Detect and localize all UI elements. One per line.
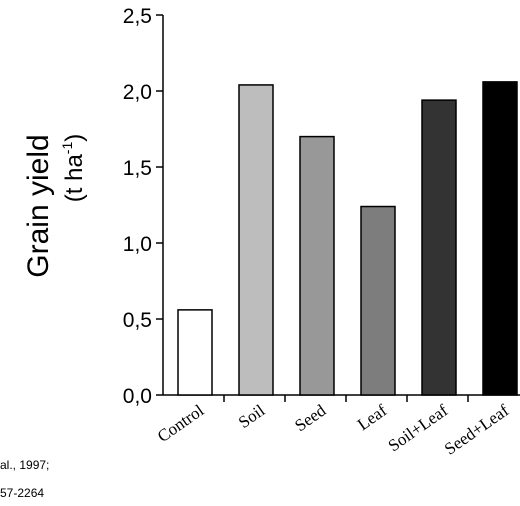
citation-line-1: al., 1997; <box>0 458 50 472</box>
x-tick-label: Soil+Leaf <box>385 401 452 456</box>
x-tick-label: Seed+Leaf <box>441 401 513 459</box>
y-axis-title: Grain yield (t ha-1) <box>22 134 88 278</box>
bar-seed-leaf <box>482 81 518 396</box>
y-tick-label: 1,0 <box>123 233 152 256</box>
citation-line-2: 57-2264 <box>0 486 45 500</box>
bar-control <box>177 309 213 396</box>
x-axis <box>163 394 520 402</box>
x-tick-label: Control <box>154 401 208 447</box>
bar-soil-leaf <box>421 99 457 396</box>
x-tick-label: Soil <box>235 401 269 432</box>
y-axis-label-line2: (t ha-1) <box>59 134 88 202</box>
bar-seed <box>299 135 335 396</box>
y-tick-label: 0,5 <box>123 309 152 332</box>
bars-group <box>177 81 518 396</box>
x-tick-label: Seed <box>291 400 329 435</box>
y-tick-label: 2,0 <box>123 81 152 104</box>
x-tick-label: Leaf <box>354 401 391 435</box>
y-axis: 0,0 0,5 1,0 1,5 2,0 2,5 <box>123 5 164 408</box>
bar-soil <box>238 84 274 396</box>
y-tick-label: 0,0 <box>123 385 152 408</box>
y-axis-label-line1: Grain yield <box>22 134 55 277</box>
y-tick-label: 2,5 <box>123 5 152 28</box>
bar-leaf <box>360 205 396 396</box>
y-tick-label: 1,5 <box>123 157 152 180</box>
